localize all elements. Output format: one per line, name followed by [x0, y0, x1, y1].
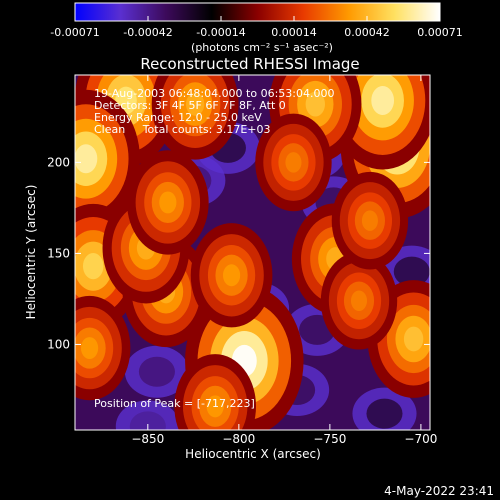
- image-area: [74, 74, 431, 431]
- colorbar-tick-label: -0.00014: [196, 26, 245, 39]
- colorbar-tick-label: -0.00071: [50, 26, 99, 39]
- heatmap: [75, 75, 430, 430]
- coldspot: [138, 356, 175, 387]
- coldspot: [366, 398, 403, 429]
- annotation-time-range: 19-Aug-2003 06:48:04.000 to 06:53:04.000: [94, 87, 335, 100]
- chart-title: Reconstructed RHESSI Image: [140, 55, 359, 73]
- annotations: 19-Aug-2003 06:48:04.000 to 06:53:04.000…: [94, 87, 335, 410]
- peak-position-label: Position of Peak = [-717,223]: [94, 397, 255, 410]
- colorbar-tick-label: 0.00071: [417, 26, 463, 39]
- hotspot: [371, 85, 395, 116]
- hotspot: [206, 395, 224, 418]
- y-tick-label: 200: [47, 155, 70, 169]
- plot-frame: [74, 74, 431, 431]
- hotspot: [361, 210, 378, 231]
- annotation-energy-range: Energy Range: 12.0 - 25.0 keV: [94, 111, 262, 124]
- coldspot: [393, 256, 430, 287]
- hotspot: [80, 337, 99, 360]
- hotspot: [186, 92, 205, 116]
- x-axis-label: Heliocentric X (arcsec): [185, 447, 321, 461]
- annotation-detectors: Detectors: 3F 4F 5F 6F 7F 8F, Att 0: [94, 99, 286, 112]
- colorbar-tick-label: -0.00042: [123, 26, 172, 39]
- y-tick-label: 150: [47, 246, 70, 260]
- colorbar-ticks: -0.00071 -0.00042 -0.00014 0.00014 0.00042 0.…: [50, 16, 463, 39]
- hotspot: [350, 290, 368, 312]
- x-tick-label: −750: [313, 432, 346, 446]
- x-tick-label: −800: [222, 432, 255, 446]
- footer-timestamp: 4-May-2022 23:41: [384, 484, 494, 498]
- colorbar-rect: [74, 2, 441, 22]
- annotation-clean-counts: Clean Total counts: 3.17E+03: [94, 123, 271, 136]
- x-tick-label: −700: [404, 432, 437, 446]
- y-tick-label: 100: [47, 337, 70, 351]
- x-axis: −850 −800 −750 −700: [131, 75, 437, 446]
- hotspot: [222, 264, 241, 287]
- colorbar: -0.00071 -0.00042 -0.00014 0.00014 0.00042 0.…: [50, 2, 463, 54]
- coldspot: [129, 411, 166, 430]
- hotspot: [285, 152, 302, 173]
- y-axis-label: Heliocentric Y (arcsec): [24, 185, 38, 320]
- y-axis: 100 150 200: [47, 155, 430, 351]
- hotspot: [159, 191, 177, 214]
- colorbar-unit-label: (photons cm⁻² s⁻¹ asec⁻²): [191, 41, 333, 54]
- hotspot: [305, 91, 326, 117]
- x-tick-label: −850: [131, 432, 164, 446]
- colorbar-tick-label: 0.00014: [271, 26, 317, 39]
- hotspot: [82, 253, 104, 280]
- colorbar-tick-label: 0.00042: [344, 26, 390, 39]
- hotspot: [75, 144, 98, 174]
- hotspot: [403, 326, 424, 352]
